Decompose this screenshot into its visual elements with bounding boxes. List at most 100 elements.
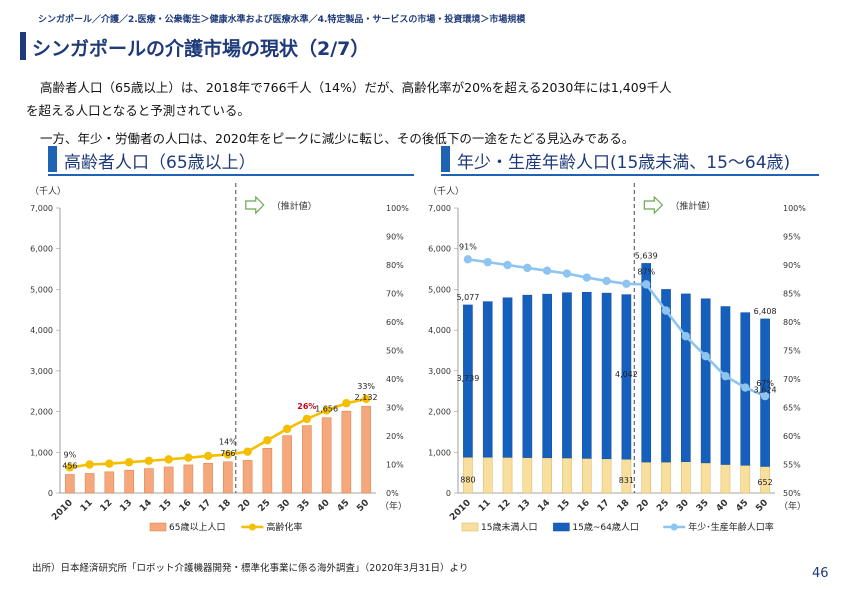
elderly-right-tick-label: 100%: [386, 204, 409, 213]
young-x-tick-label: 18: [616, 498, 632, 514]
young-bar-a: [661, 461, 671, 494]
elderly-bar-a: [183, 464, 194, 494]
young-legend-swatch: [461, 522, 479, 532]
young-line-point: [463, 255, 473, 264]
paragraph-2: を超える人口となると予測されている。: [26, 103, 250, 118]
young-bar-a: [581, 458, 592, 494]
young-bar-a: [601, 458, 612, 494]
young-x-tick-label: 14: [536, 498, 552, 514]
elderly-legend-label: 高齢化率: [266, 521, 302, 533]
young-left-tick-label: 0: [446, 489, 451, 498]
young-line-point: [741, 383, 750, 392]
elderly-bar-a: [361, 405, 371, 494]
elderly-right-tick-label: 60%: [386, 318, 404, 327]
young-x-tick-label: 35: [695, 498, 711, 514]
young-bar-a: [562, 457, 572, 494]
elderly-line-point: [65, 463, 75, 472]
elderly-left-tick-label: 7,000: [30, 204, 53, 213]
elderly-bar-a: [223, 461, 233, 494]
young-right-tick-label: 75%: [783, 347, 801, 356]
young-left-tick-label: 7,000: [428, 204, 451, 213]
young-bar-a: [542, 457, 552, 494]
young-legend-label: 15歳未満人口: [481, 521, 537, 533]
young-right-tick-label: 80%: [783, 318, 801, 327]
young-data-label: 5,639: [635, 251, 658, 260]
elderly-right-tick-label: 10%: [386, 461, 404, 470]
young-line-point: [760, 391, 770, 401]
elderly-line-point: [144, 456, 154, 465]
young-right-tick-label: 90%: [783, 261, 801, 270]
young-data-label: 5,077: [456, 293, 479, 302]
young-left-tick-label: 4,000: [428, 326, 451, 335]
young-legend-label: 15歳~64歳人口: [572, 521, 638, 533]
elderly-bar-a: [144, 468, 154, 494]
young-x-tick-label: 30: [675, 498, 691, 514]
young-year-unit: （年）: [779, 500, 806, 512]
young-bar-b: [720, 306, 731, 465]
young-right-tick-label: 95%: [783, 233, 801, 242]
young-line-series: [467, 258, 766, 398]
young-x-tick-label: 11: [477, 498, 493, 514]
section-left-bar: [48, 146, 57, 172]
young-line-point: [503, 260, 512, 270]
elderly-bar-a: [321, 417, 332, 494]
young-bar-b: [542, 293, 552, 459]
elderly-line-point: [361, 394, 371, 404]
elderly-bar-a: [282, 435, 292, 494]
elderly-left-tick-label: 2,000: [30, 408, 53, 417]
elderly-line-point: [105, 459, 114, 468]
elderly-line-point: [243, 447, 252, 456]
young-data-label: 67%: [756, 379, 774, 388]
elderly-line-point: [322, 406, 331, 415]
elderly-legend-marker: [248, 523, 256, 531]
young-line-point: [642, 280, 651, 289]
breadcrumb: シンガポール／介護／2.医療・公衆衛生＞健康水準および医療水準／4.特定製品・サ…: [38, 15, 526, 25]
young-x-tick-label: 45: [734, 498, 750, 514]
young-line-point: [622, 279, 631, 289]
elderly-legend-label: 65歳以上人口: [169, 521, 225, 533]
section-right-bar: [441, 146, 450, 172]
elderly-line-point: [124, 458, 134, 467]
elderly-right-tick-label: 0%: [386, 489, 399, 498]
young-x-tick-label: 2010: [448, 498, 473, 523]
elderly-right-tick-label: 80%: [386, 261, 404, 270]
young-bar-a: [522, 457, 533, 494]
young-left-tick-label: 6,000: [428, 245, 451, 254]
elderly-year-unit: （年）: [380, 500, 407, 512]
young-left-tick-label: 2,000: [428, 408, 451, 417]
elderly-bar-a: [341, 410, 352, 494]
elderly-left-tick-label: 3,000: [30, 367, 53, 376]
young-legend-label: 年少･生産年齢人口率: [688, 521, 774, 533]
section-right-underline: [441, 174, 819, 176]
elderly-right-tick-label: 20%: [386, 432, 404, 441]
title-accent-bar: [20, 32, 26, 60]
elderly-right-tick-label: 70%: [386, 290, 404, 299]
elderly-unit-label: （千人）: [30, 186, 66, 197]
elderly-left-tick-label: 0: [48, 489, 53, 498]
young-left-tick-label: 5,000: [428, 285, 451, 294]
young-line-point: [523, 263, 532, 273]
young-line-point: [483, 257, 492, 267]
young-x-tick-label: 16: [576, 498, 592, 514]
elderly-bar-a: [124, 469, 134, 494]
elderly-bar-a: [302, 425, 312, 494]
elderly-data-label: 456: [62, 461, 77, 470]
elderly-line-point: [263, 436, 272, 445]
young-x-tick-label: 17: [596, 498, 612, 514]
young-data-label: 87%: [637, 267, 655, 276]
elderly-line-point: [302, 414, 312, 424]
young-bar-b: [621, 294, 632, 460]
paragraph-3: 一方、年少・労働者の人口は、2020年をピークに減少に転じ、その後低下の一途をた…: [40, 131, 635, 146]
elderly-bar-a: [262, 447, 273, 494]
young-data-label: 831: [619, 476, 634, 485]
elderly-line-point: [342, 399, 351, 408]
young-right-tick-label: 85%: [783, 290, 801, 299]
young-right-tick-label: 60%: [783, 432, 801, 441]
young-right-tick-label: 70%: [783, 375, 801, 384]
young-bar-a: [681, 461, 691, 494]
young-x-tick-label: 12: [497, 498, 513, 514]
young-line-point: [661, 306, 671, 315]
elderly-bar-a: [84, 473, 95, 494]
young-bar-a: [720, 464, 731, 494]
young-legend-swatch: [553, 522, 570, 532]
